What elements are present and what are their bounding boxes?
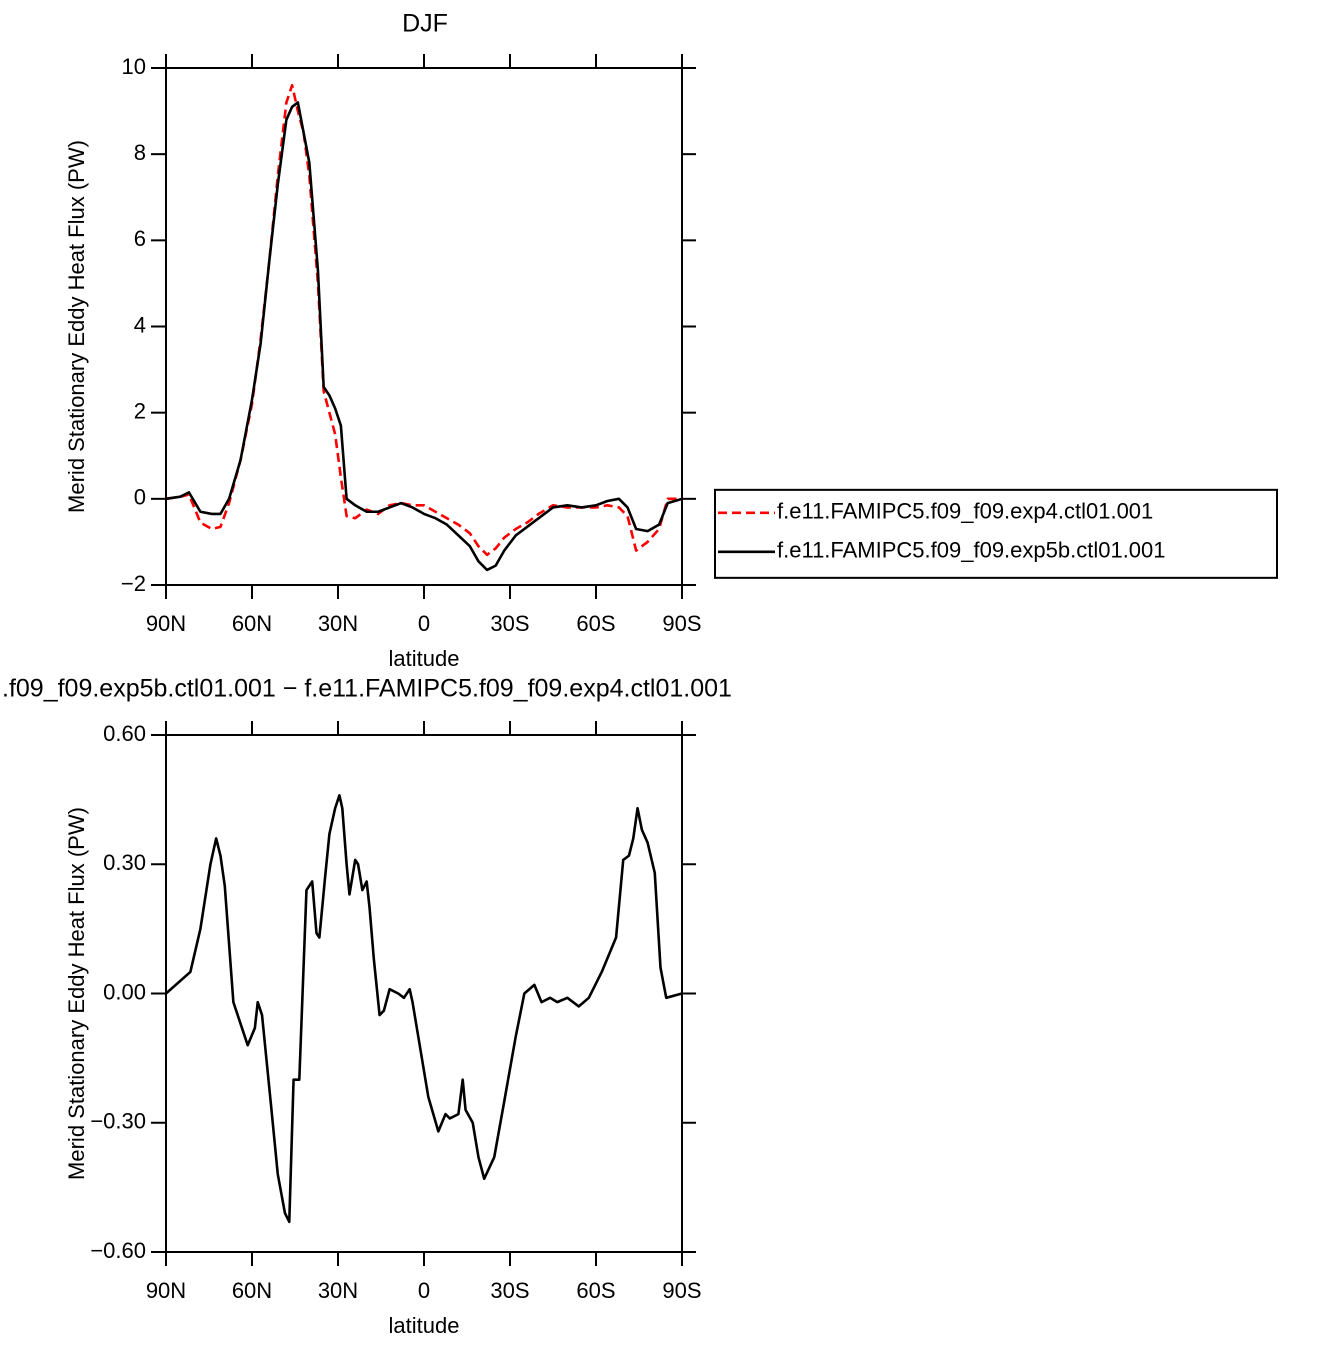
y-tick-label: 0 bbox=[134, 485, 146, 510]
y-tick-label: 4 bbox=[134, 312, 146, 337]
plot-frame bbox=[165, 67, 683, 586]
x-tick-label: 30S bbox=[490, 611, 529, 636]
x-tick-label: 30N bbox=[318, 611, 358, 636]
x-tick-label: 30S bbox=[490, 1278, 529, 1303]
x-tick-label: 90N bbox=[146, 611, 186, 636]
y-tick-label: 6 bbox=[134, 226, 146, 251]
y-tick-label: −0.30 bbox=[90, 1109, 146, 1134]
y-tick-label: −0.60 bbox=[90, 1238, 146, 1263]
data-line bbox=[165, 794, 683, 1224]
chart-title: DJF bbox=[402, 10, 448, 38]
x-axis-label: latitude bbox=[389, 1313, 460, 1338]
x-tick-label: 90N bbox=[146, 1278, 186, 1303]
y-tick-label: 8 bbox=[134, 140, 146, 165]
y-tick-label: 0.00 bbox=[103, 979, 146, 1004]
x-tick-label: 0 bbox=[418, 611, 430, 636]
x-tick-label: 60N bbox=[232, 611, 272, 636]
legend-label: f.e11.FAMIPC5.f09_f09.exp4.ctl01.001 bbox=[777, 499, 1153, 524]
y-tick-label: 10 bbox=[122, 54, 146, 79]
x-tick-label: 60S bbox=[576, 1278, 615, 1303]
y-tick-label: 0.30 bbox=[103, 850, 146, 875]
chart-title: .f09_f09.exp5b.ctl01.001 − f.e11.FAMIPC5… bbox=[2, 675, 732, 703]
x-axis-label: latitude bbox=[389, 646, 460, 671]
y-axis-label: Merid Stationary Eddy Heat Flux (PW) bbox=[64, 807, 89, 1180]
x-tick-label: 60S bbox=[576, 611, 615, 636]
y-tick-label: 2 bbox=[134, 398, 146, 423]
legend-label: f.e11.FAMIPC5.f09_f09.exp5b.ctl01.001 bbox=[777, 538, 1166, 563]
x-tick-label: 90S bbox=[662, 611, 701, 636]
data-line bbox=[165, 83, 682, 557]
x-tick-label: 30N bbox=[318, 1278, 358, 1303]
plot-frame bbox=[165, 734, 683, 1253]
y-tick-label: −2 bbox=[121, 571, 146, 596]
data-line bbox=[165, 101, 683, 572]
x-tick-label: 90S bbox=[662, 1278, 701, 1303]
y-axis-label: Merid Stationary Eddy Heat Flux (PW) bbox=[64, 140, 89, 513]
x-tick-label: 60N bbox=[232, 1278, 272, 1303]
legend-box bbox=[714, 488, 1278, 579]
x-tick-label: 0 bbox=[418, 1278, 430, 1303]
y-tick-label: 0.60 bbox=[103, 721, 146, 746]
